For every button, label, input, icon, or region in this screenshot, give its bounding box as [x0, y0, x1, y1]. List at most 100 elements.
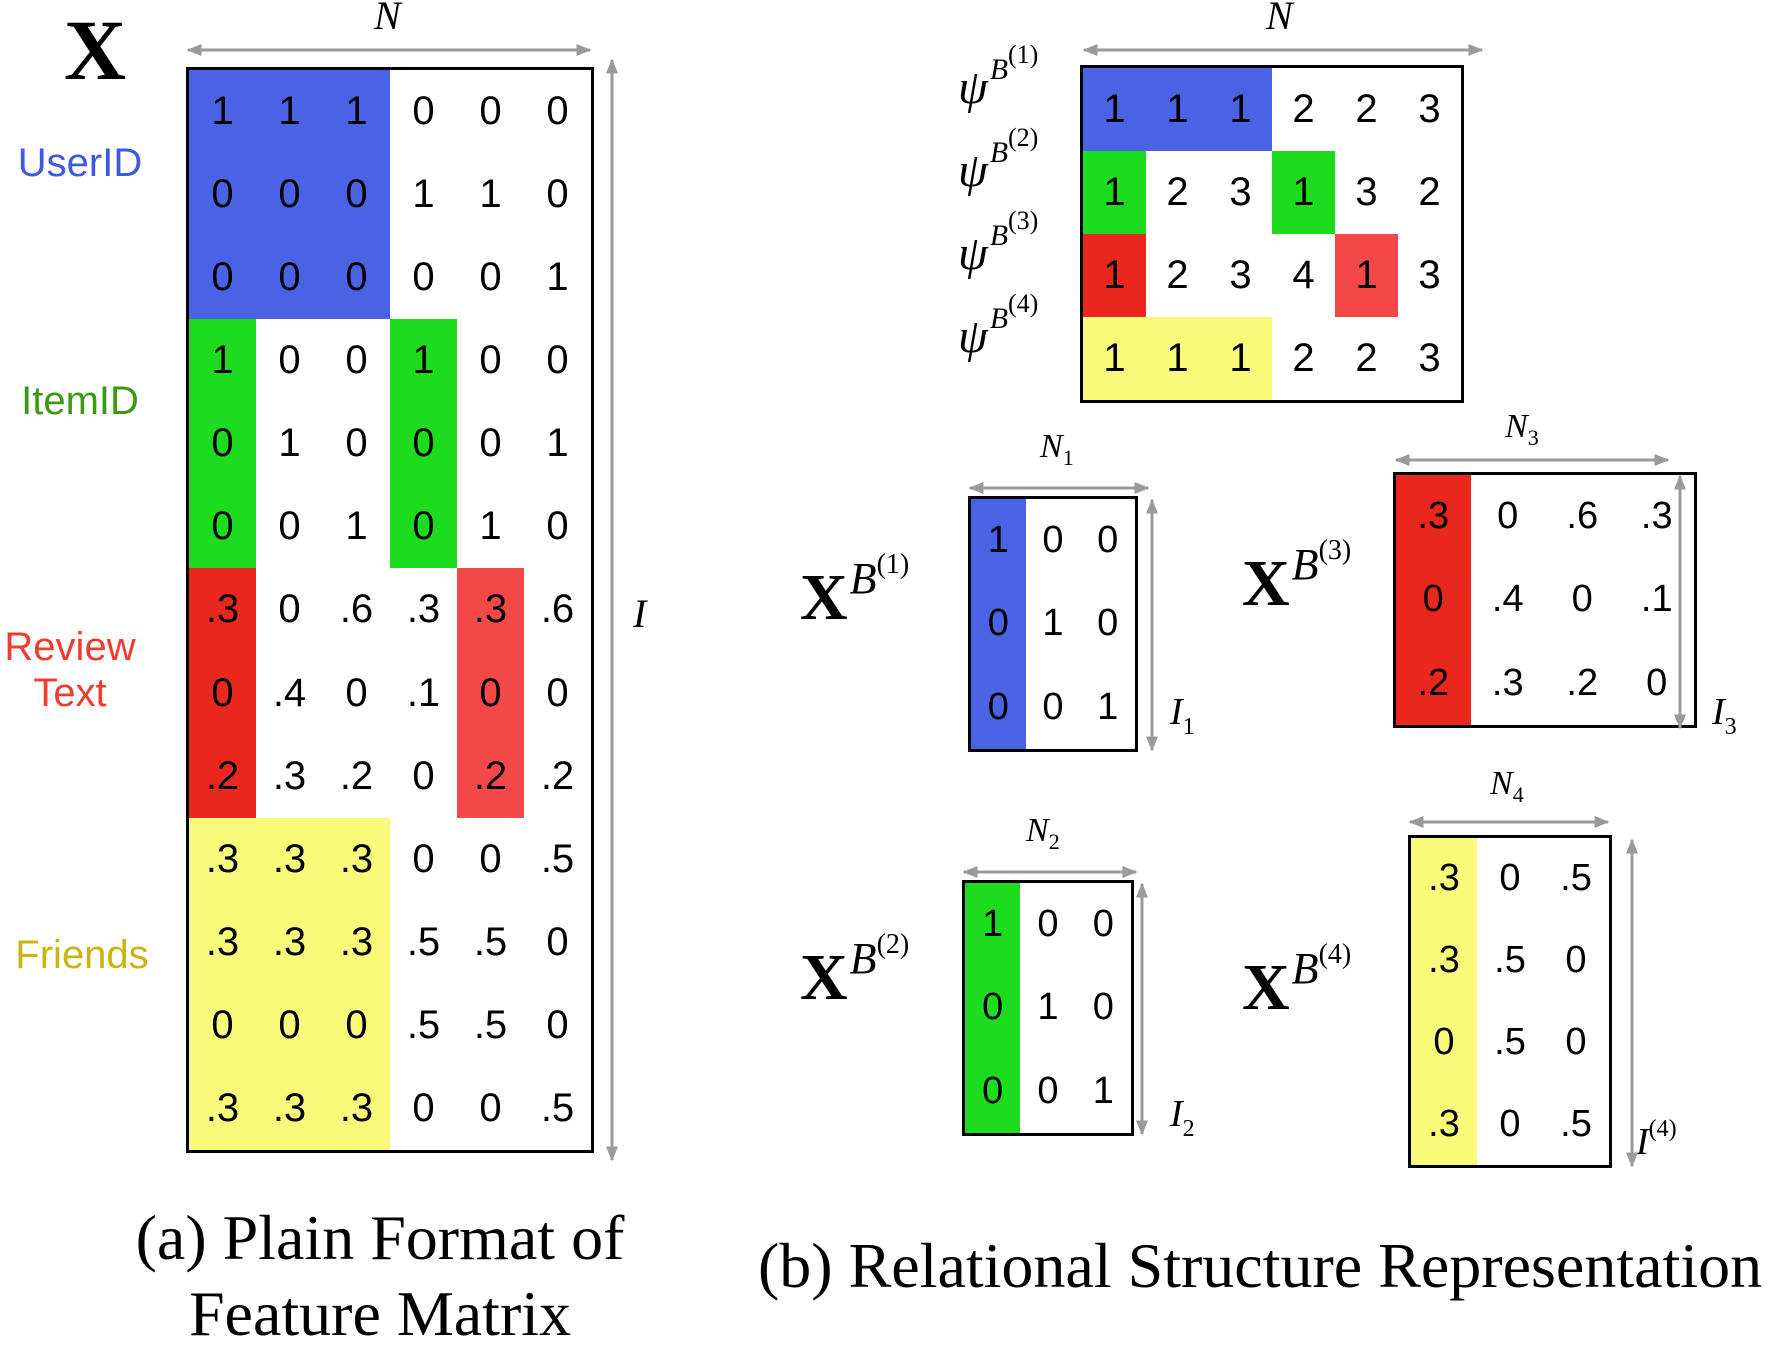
- matrix-cell: .5: [473, 1002, 508, 1047]
- highlight-green: [189, 319, 256, 569]
- matrix-symbol: X: [1242, 951, 1290, 1024]
- matrix-cell: 1: [1292, 170, 1315, 214]
- matrix-cell: 1: [1103, 336, 1126, 380]
- n-subscript: 1: [1062, 445, 1074, 470]
- i-symbol: I: [1636, 1121, 1649, 1163]
- matrix-cell: 0: [345, 255, 368, 300]
- block-index: (2): [876, 929, 910, 960]
- matrix-cell: 0: [1422, 578, 1444, 621]
- matrix-cell: .3: [272, 836, 307, 881]
- matrix-cell: .3: [1640, 495, 1673, 538]
- psi-superscript: B: [989, 219, 1008, 253]
- matrix-cell: 3: [1229, 253, 1252, 297]
- block-superscript: B: [849, 934, 877, 983]
- matrix-cell: 2: [1166, 170, 1189, 214]
- matrix-cell: .3: [205, 919, 240, 964]
- matrix-cell: 0: [982, 1069, 1004, 1112]
- matrix-cell: 0: [412, 504, 435, 549]
- matrix-cell: 0: [1092, 986, 1114, 1029]
- highlight-green: [1272, 151, 1335, 234]
- i-dimension-label: I: [633, 591, 647, 636]
- matrix-cell: 0: [546, 172, 569, 217]
- matrix-cell: 0: [211, 670, 234, 715]
- matrix-cell: 0: [479, 338, 502, 383]
- highlight-yellow: [1411, 838, 1477, 1165]
- n-symbol: N: [1040, 428, 1063, 465]
- highlight-blue: [1083, 68, 1272, 151]
- i-symbol: I: [1170, 691, 1183, 733]
- psi-block-index: (4): [1008, 289, 1039, 318]
- matrix-cell: .2: [540, 753, 575, 798]
- matrix-cell: 1: [546, 255, 569, 300]
- psi-superscript: B: [989, 302, 1008, 336]
- matrix-cell: 0: [546, 338, 569, 383]
- matrix-cell: 0: [278, 338, 301, 383]
- highlight-red: [1083, 234, 1146, 317]
- n-subscript: 2: [1048, 829, 1060, 854]
- matrix-cell: 0: [278, 504, 301, 549]
- matrix-cell: 0: [412, 255, 435, 300]
- matrix-cell: 1: [345, 504, 368, 549]
- block-1-i-label: I1: [1170, 690, 1195, 740]
- psi-block-index: (2): [1008, 123, 1039, 152]
- group-label-friends: Friends: [15, 933, 149, 977]
- psi-symbol: ψ: [958, 227, 988, 280]
- matrix-cell: .6: [540, 587, 575, 632]
- psi-row-label: ψB(1): [958, 40, 1038, 115]
- block-superscript: B: [849, 554, 877, 603]
- matrix-cell: .5: [1560, 1102, 1592, 1145]
- n-symbol: N: [1505, 408, 1528, 445]
- block-3-n-label: N3: [1505, 408, 1539, 450]
- matrix-cell: 1: [1355, 253, 1378, 297]
- matrix-cell: .3: [473, 587, 508, 632]
- matrix-cell: .3: [1428, 1102, 1460, 1145]
- highlight-light_red: [457, 568, 524, 818]
- matrix-cell: 1: [987, 519, 1009, 562]
- block-1-label: XB(1): [800, 549, 909, 636]
- matrix-cell: 2: [1355, 87, 1378, 131]
- matrix-cell: .3: [339, 919, 374, 964]
- matrix-cell: 0: [1037, 1069, 1059, 1112]
- matrix-cell: .5: [473, 919, 508, 964]
- matrix-cell: .3: [205, 587, 240, 632]
- group-label-userid: UserID: [17, 141, 143, 185]
- matrix-cell: .4: [272, 670, 307, 715]
- i-subscript: 3: [1724, 714, 1737, 740]
- matrix-cell: 0: [345, 421, 368, 466]
- matrix-cell: 3: [1229, 170, 1252, 214]
- matrix-cell: 0: [987, 602, 1009, 645]
- matrix-symbol: X: [800, 941, 848, 1014]
- n-subscript: 3: [1527, 425, 1539, 450]
- block-3-i-label: I3: [1712, 690, 1737, 740]
- matrix-cell: 0: [412, 89, 435, 134]
- matrix-cell: .5: [406, 919, 441, 964]
- matrix-cell: 1: [1092, 1069, 1114, 1112]
- matrix-cell: 0: [1092, 903, 1114, 946]
- matrix-cell: .2: [473, 753, 508, 798]
- matrix-cell: .3: [1491, 661, 1524, 704]
- psi-block-index: (1): [1008, 40, 1039, 69]
- n-subscript: 4: [1512, 782, 1524, 807]
- block-index: (1): [876, 549, 910, 580]
- matrix-cell: 0: [278, 1002, 301, 1047]
- psi-symbol: ψ: [958, 144, 988, 197]
- highlight-green: [390, 319, 457, 569]
- matrix-cell: 1: [278, 421, 301, 466]
- matrix-cell: 1: [546, 421, 569, 466]
- highlight-green: [965, 883, 1021, 1133]
- block-4-matrix: .3 0 .5 .3 .5 0 0 .5 0 .3 0 .5: [1408, 835, 1612, 1168]
- matrix-cell: 0: [412, 1085, 435, 1130]
- group-label-itemid: ItemID: [21, 379, 139, 423]
- matrix-cell: .4: [1491, 578, 1524, 621]
- matrix-cell: 0: [1646, 661, 1668, 704]
- matrix-cell: .2: [205, 753, 240, 798]
- matrix-cell: 1: [479, 172, 502, 217]
- matrix-cell: .6: [339, 587, 374, 632]
- psi-row-label: ψB(4): [958, 289, 1038, 364]
- block-superscript: B: [1291, 540, 1319, 589]
- group-label-review-text: Review Text: [4, 625, 136, 715]
- matrix-cell: .3: [205, 836, 240, 881]
- matrix-cell: 1: [479, 504, 502, 549]
- matrix-cell: 0: [1037, 903, 1059, 946]
